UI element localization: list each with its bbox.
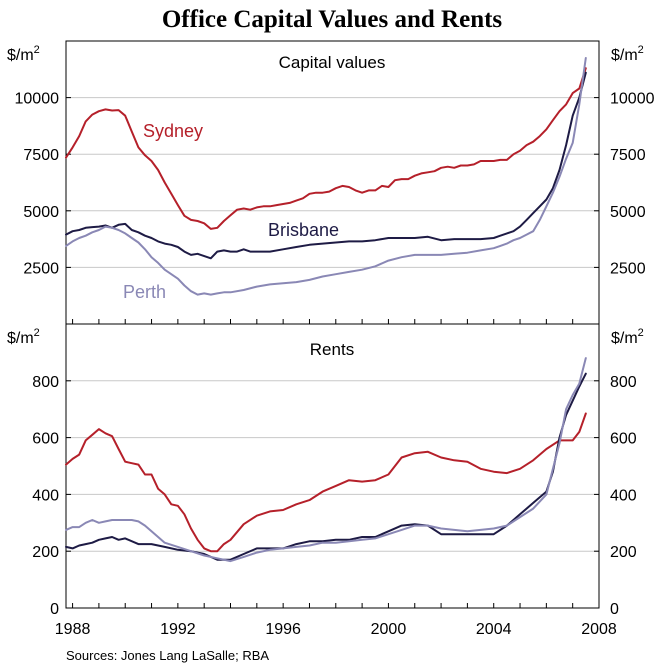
brisbane-label: Brisbane: [268, 220, 339, 240]
rents-unit-left: $/m2: [7, 327, 40, 347]
x-tick-label: 2008: [581, 621, 617, 638]
sydney-capital-values-line: [65, 67, 587, 230]
rents-panel: Rents $/m2 $/m2 0 0 200 200 400 400 600 600 800 8…: [7, 323, 644, 618]
y-tick-label-left: 7500: [23, 147, 59, 164]
chart-title: Office Capital Values and Rents: [162, 6, 503, 33]
perth-rents-line: [65, 357, 587, 563]
capital-values-title: Capital values: [279, 53, 386, 72]
x-axis: 1988 1992 1996 2000 2004 2008: [55, 621, 617, 638]
x-tick-label: 1992: [160, 621, 196, 638]
capital-values-panel: Capital values $/m2 $/m2 2500 2500 5000 500…: [7, 40, 655, 325]
y-tick-label-left: 800: [32, 374, 59, 391]
x-tick-label: 1988: [55, 621, 91, 638]
y-tick-label-left: 5000: [23, 204, 59, 221]
y-tick-label-left: 200: [32, 544, 59, 561]
y-tick-label-right: 5000: [610, 204, 646, 221]
perth-label: Perth: [123, 282, 166, 302]
perth-capital-values-line: [65, 57, 587, 296]
x-tick-label: 2004: [476, 621, 512, 638]
y-tick-label-right: 400: [610, 487, 637, 504]
y-tick-label-left: 600: [32, 431, 59, 448]
x-tick-label: 1996: [265, 621, 301, 638]
brisbane-capital-values-line: [65, 71, 587, 260]
sydney-label: Sydney: [143, 121, 203, 141]
y-tick-label-right: 600: [610, 431, 637, 448]
y-tick-label-right: 10000: [610, 91, 655, 108]
y-tick-label-right: 7500: [610, 147, 646, 164]
rents-frame: [65, 323, 600, 609]
capital-values-unit-left: $/m2: [7, 44, 40, 64]
source-note: Sources: Jones Lang LaSalle; RBA: [66, 648, 269, 663]
capital-values-unit-right: $/m2: [611, 44, 644, 64]
y-tick-label-right: 2500: [610, 260, 646, 277]
x-tick-label: 2000: [371, 621, 407, 638]
y-tick-label-left: 10000: [15, 91, 60, 108]
brisbane-rents-line: [65, 372, 587, 561]
y-tick-label-right: 0: [610, 601, 619, 618]
sydney-rents-line: [65, 412, 587, 553]
y-tick-label-right: 200: [610, 544, 637, 561]
y-tick-label-left: 0: [50, 601, 59, 618]
y-tick-label-right: 800: [610, 374, 637, 391]
rents-title: Rents: [310, 340, 354, 359]
rents-unit-right: $/m2: [611, 327, 644, 347]
y-tick-label-left: 400: [32, 487, 59, 504]
y-tick-label-left: 2500: [23, 260, 59, 277]
